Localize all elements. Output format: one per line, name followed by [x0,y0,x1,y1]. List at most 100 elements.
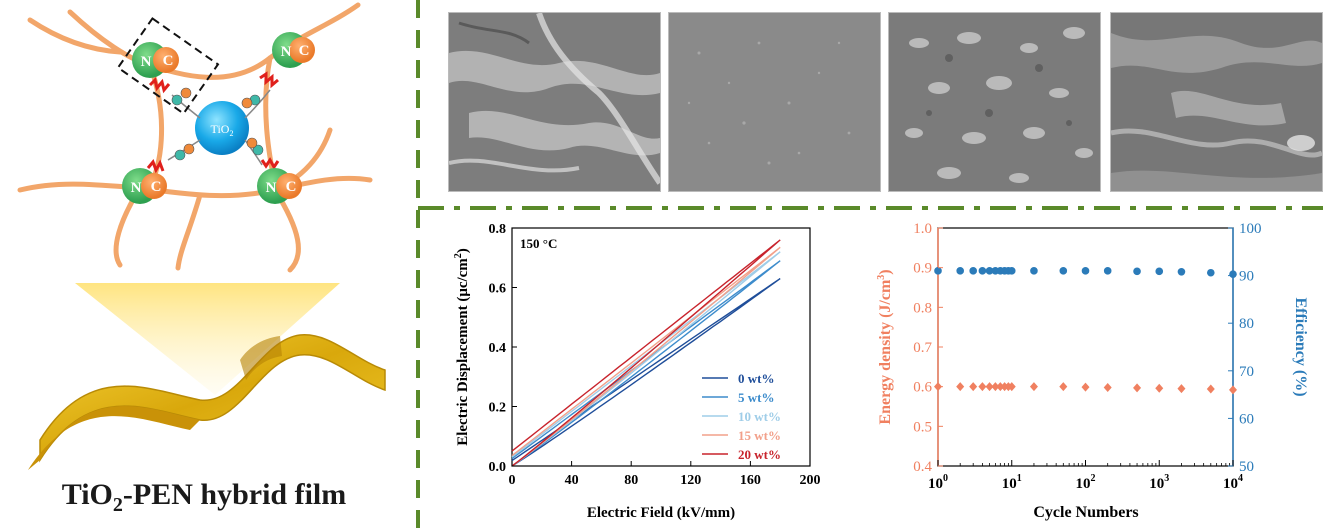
hybrid-film-illustration [28,334,386,470]
cycling-series-group [934,267,1237,395]
y-tick-label: 0.2 [489,401,507,416]
de-loop-chart: 0 40 80 120 160 200 0.0 0.2 0.4 0.6 0.8 150 °C 0 … [453,222,821,521]
x-tick-label: 200 [800,473,821,488]
sem-image-smooth [668,12,881,192]
energy-density-point [1133,383,1142,393]
legend-label: 10 wt% [738,409,781,424]
right-tick-label: 50 [1239,459,1254,475]
temperature-annotation: 150 °C [520,236,557,251]
cycling-stability-chart: 100 101 102 103 104 0.4 0.5 0.6 0.7 0.8 0.9 1.0 50… [876,221,1309,521]
left-tick-label: 0.5 [913,419,932,435]
right-tick-label: 100 [1239,221,1262,237]
x-tick-label: 40 [565,473,579,488]
x-tick-label: 120 [680,473,701,488]
nc-atom-pair-top-right: N C [272,32,315,68]
efficiency-y-ticks: 50 60 70 80 90 100 [1228,221,1262,475]
x-tick-label: 103 [1149,473,1169,492]
energy-density-point [1206,384,1215,394]
svg-text:TiO2: TiO2 [211,122,234,138]
x-tick-label: 104 [1223,473,1243,492]
de-loop-line [511,239,781,467]
efficiency-point [978,267,987,275]
energy-density-point [1007,382,1016,392]
left-tick-label: 0.6 [913,380,932,396]
left-tick-label: 0.8 [913,300,932,316]
efficiency-point [1155,267,1164,276]
svg-text:C: C [151,179,162,195]
panel-dividers [416,0,1323,531]
sem-image-fracture [448,12,661,192]
legend-label: 5 wt% [738,390,774,405]
right-tick-label: 70 [1239,364,1254,380]
cycling-plot-area [937,227,1234,467]
efficiency-point [969,267,977,275]
svg-text:N: N [131,180,142,196]
cycling-x-axis-label: Cycle Numbers [1033,504,1138,521]
energy-density-point [1029,382,1038,392]
efficiency-point [956,267,965,275]
efficiency-point [934,267,942,275]
x-tick-label: 100 [928,473,948,492]
energy-density-point [1059,382,1068,392]
energy-density-point [1081,382,1090,392]
energy-density-point [956,382,965,392]
y-tick-label: 0.8 [489,222,507,237]
energy-density-point [996,382,1005,392]
svg-text:C: C [286,179,297,195]
linker-atoms [171,87,264,161]
right-tick-label: 80 [1239,316,1254,332]
efficiency-point [1103,267,1112,275]
x-tick-label: 160 [740,473,761,488]
efficiency-axis-label: Efficiency (%) [1292,297,1309,396]
energy-density-point [1177,384,1186,394]
de-loop-line [511,246,781,467]
de-loop-series-group [511,239,781,467]
y-tick-label: 0.0 [489,460,507,475]
left-tick-label: 1.0 [913,221,932,237]
svg-text:C: C [163,53,174,69]
efficiency-point [1030,267,1038,275]
sem-image-rough [1110,12,1323,192]
x-tick-label: 0 [509,473,516,488]
de-legend: 0 wt% 5 wt% 10 wt% 15 wt% 20 wt% [702,371,781,462]
schematic-illustration: TiO2 N C N C N C N C [17,2,386,470]
efficiency-point [1206,268,1215,277]
efficiency-series [934,267,1237,278]
energy-density-point [1155,383,1164,393]
efficiency-point [1007,267,1016,275]
sem-image-textured [888,12,1101,192]
legend-label: 0 wt% [738,371,774,386]
de-y-ticks: 0.0 0.2 0.4 0.6 0.8 [489,222,517,475]
legend-label: 15 wt% [738,428,781,443]
tio2-particle: TiO2 [195,101,249,155]
efficiency-point [1133,267,1141,276]
svg-text:C: C [299,43,310,59]
energy-density-point [978,382,987,392]
nc-atom-pair-bottom-right: N C [257,168,302,204]
left-tick-label: 0.7 [913,340,932,356]
energy-y-ticks: 0.4 0.5 0.6 0.7 0.8 0.9 1.0 [913,221,943,475]
nc-atom-pair-bottom-left: N C [122,168,167,204]
nc-atom-pair-top-left: N C [132,42,179,78]
efficiency-point [1081,267,1090,275]
left-tick-label: 0.9 [913,261,932,277]
right-tick-label: 90 [1239,269,1254,285]
svg-text:N: N [281,44,292,60]
light-beam [75,283,340,395]
y-tick-label: 0.4 [489,341,507,356]
efficiency-point [1229,270,1237,278]
left-tick-label: 0.4 [913,459,932,475]
de-loop-line [511,251,781,467]
energy-density-point [1229,385,1237,395]
highlight-box [116,17,220,115]
cycling-x-ticks: 100 101 102 103 104 [928,460,1243,492]
energy-density-axis-label: Energy density (J/cm3) [876,269,894,424]
x-tick-label: 101 [1002,473,1022,492]
de-x-ticks: 0 40 80 120 160 200 [509,461,821,488]
de-x-axis-label: Electric Field (kV/mm) [587,505,735,521]
efficiency-point [1059,267,1068,275]
y-tick-label: 0.6 [489,282,507,297]
hybrid-film-label: TiO2-PEN hybrid film [61,478,347,516]
de-y-axis-label: Electric Displacement (μc/cm2) [453,248,471,446]
svg-text:N: N [141,54,152,70]
